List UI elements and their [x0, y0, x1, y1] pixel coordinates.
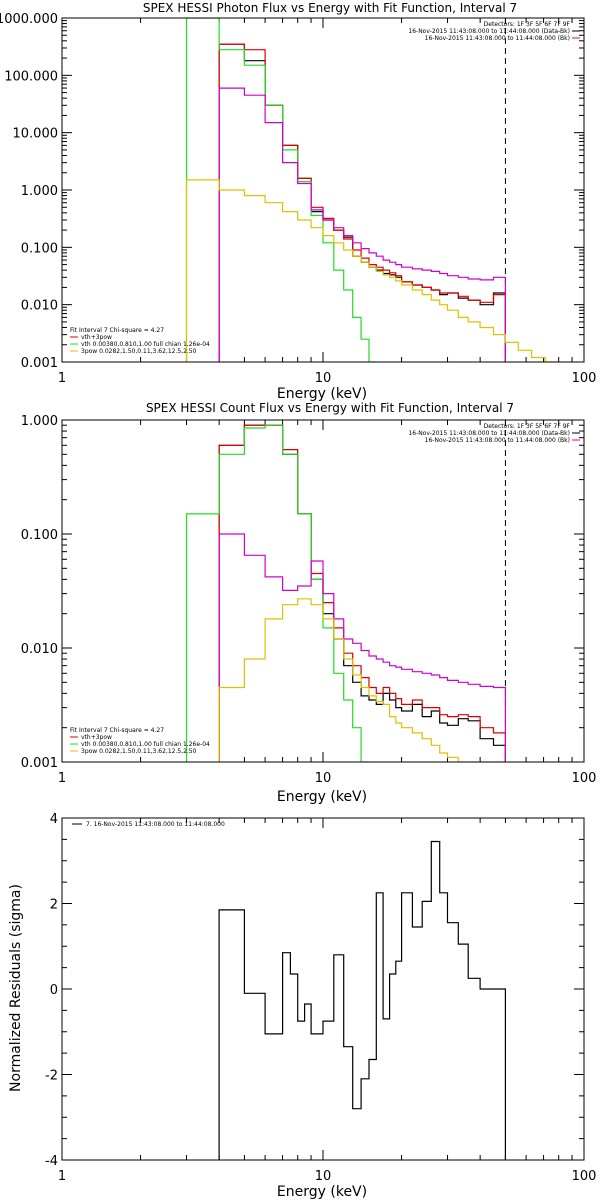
count-flux-panel: SPEX HESSI Count Flux vs Energy with Fit… [21, 401, 597, 805]
y-tick-label: 2 [50, 898, 58, 913]
y-tick-label: 0.100 [21, 528, 58, 543]
y-tick-label: 1.000 [21, 414, 58, 429]
x-tick-label: 100 [572, 771, 597, 786]
legend-entry: 7. 16-Nov-2015 11:43:08.000 to 11:44:08.… [86, 821, 225, 828]
x-tick-label: 1 [58, 771, 66, 786]
chart-title: SPEX HESSI Photon Flux vs Energy with Fi… [143, 1, 517, 15]
legend-entry: 3pow 0.0282,1.50,0.11,3.62,12.5,2.50 [81, 748, 197, 755]
plot-frame [61, 17, 585, 363]
y-tick-label: 10.000 [13, 127, 59, 142]
y-tick-label: 0.001 [21, 356, 58, 371]
legend-entry: 16-Nov-2015 11:43:08.000 to 11:44:08.000… [408, 28, 570, 35]
series-group [185, 424, 506, 762]
legend-entry: 16-Nov-2015 11:43:08.000 to 11:44:08.000… [425, 35, 570, 42]
series-black-line [218, 43, 506, 362]
y-tick-label: -2 [45, 1069, 58, 1084]
series-black-line [218, 840, 506, 1160]
x-tick-label: 1 [58, 371, 66, 386]
legend-entry: vth+3pow [81, 734, 112, 741]
y-tick-label: 1.000 [21, 184, 58, 199]
series-magenta-line [218, 87, 506, 362]
x-axis-label: Energy (keV) [277, 386, 367, 402]
series-group [185, 18, 559, 362]
series-green-line [185, 424, 369, 762]
legend-entry: 16-Nov-2015 11:43:08.000 to 11:44:08.000… [425, 437, 570, 444]
legend-entry: Detectors: 1F 3F 5F 6F 7F 9F [484, 21, 571, 28]
legend-entry: Detectors: 1F 3F 5F 6F 7F 9F [484, 423, 571, 430]
x-tick-label: 100 [572, 1169, 597, 1184]
legend-entry: vth 0.00380,0.810,1.00 full chian 1.26e-… [81, 341, 210, 348]
legend-entry: 3pow 0.0282,1.50,0.11,3.62,12.5,2.50 [81, 348, 197, 355]
y-axis-label: Normalized Residuals (sigma) [8, 884, 24, 1092]
legend-entry: vth 0.00380,0.810,1.00 full chian 1.26e-… [81, 741, 210, 748]
y-tick-label: -4 [45, 1154, 58, 1169]
y-tick-label: 0 [50, 983, 58, 998]
y-tick-label: 100.000 [4, 69, 58, 84]
series-group [218, 840, 506, 1160]
plot-frame [61, 817, 585, 1161]
residuals-panel: Energy (keV) Normalized Residuals (sigma… [8, 812, 596, 1200]
series-yellow-line [185, 179, 559, 362]
x-tick-label: 100 [572, 371, 597, 386]
y-tick-label: 0.010 [21, 299, 58, 314]
x-tick-label: 1 [58, 1169, 66, 1184]
y-tick-label: 0.001 [21, 756, 58, 771]
series-magenta-line [218, 533, 506, 762]
legend-entry: Fit Interval 7 Chi-square = 4.27 [70, 327, 164, 334]
y-tick-label: 0.100 [21, 241, 58, 256]
chart-title: SPEX HESSI Count Flux vs Energy with Fit… [146, 401, 514, 415]
plot-frame [61, 419, 585, 763]
y-tick-label: 4 [50, 812, 58, 827]
legend-entry: Fit Interval 7 Chi-square = 4.27 [70, 727, 164, 734]
y-tick-label: 0.010 [21, 642, 58, 657]
y-tick-label: 1000.000 [0, 12, 58, 27]
x-axis-label: Energy (keV) [277, 1184, 367, 1200]
x-tick-label: 10 [315, 771, 332, 786]
series-green-line [185, 18, 377, 362]
series-red-line [218, 43, 506, 362]
series-black-line [218, 424, 506, 762]
series-red-line [218, 424, 506, 762]
legend-entry: vth+3pow [81, 334, 112, 341]
x-tick-label: 10 [315, 1169, 332, 1184]
legend-entry: 16-Nov-2015 11:43:08.000 to 11:44:08.000… [408, 430, 570, 437]
x-axis-label: Energy (keV) [277, 789, 367, 805]
series-yellow-line [218, 598, 506, 762]
x-tick-label: 10 [315, 371, 332, 386]
photon-flux-panel: SPEX HESSI Photon Flux vs Energy with Fi… [0, 1, 596, 402]
